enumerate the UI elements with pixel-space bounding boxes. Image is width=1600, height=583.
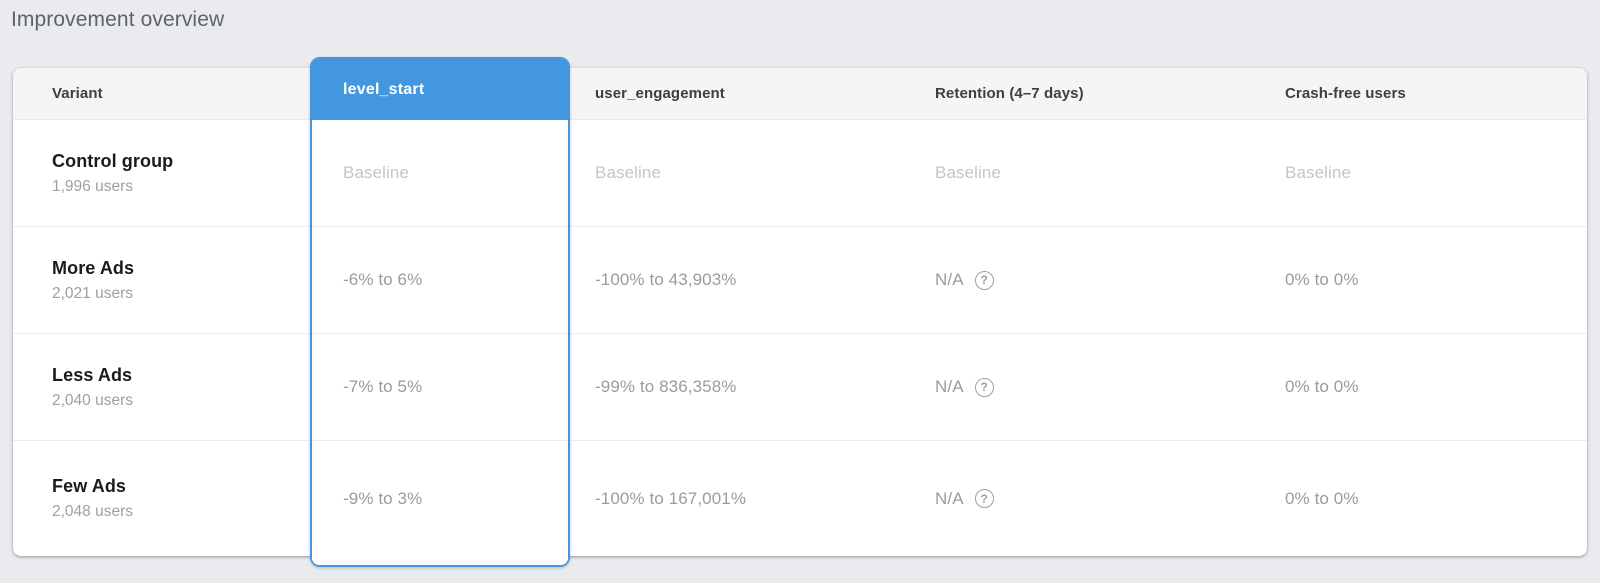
variant-cell: Few Ads 2,048 users	[13, 476, 310, 521]
tab-level-start[interactable]: level_start	[312, 59, 568, 120]
variant-user-count: 2,021 users	[52, 284, 133, 302]
variant-cell: Less Ads 2,040 users	[13, 365, 310, 410]
variant-name: Less Ads	[52, 364, 133, 385]
retention-value: N/A	[935, 377, 964, 396]
variant-user-count: 2,048 users	[52, 503, 133, 520]
table-row-less-ads: Less Ads 2,040 users -7% to 5% -99% to 8…	[13, 334, 1587, 441]
variant-cell: More Ads 2,021 users	[13, 258, 310, 303]
level-start-cell: -7% to 5%	[343, 377, 423, 396]
column-header-variant: Variant	[52, 85, 103, 102]
variant-name: More Ads	[52, 257, 135, 278]
column-header-user-engagement[interactable]: user_engagement	[595, 85, 725, 102]
crash-free-cell: Baseline	[1285, 163, 1352, 182]
table-row-more-ads: More Ads 2,021 users -6% to 6% -100% to …	[13, 227, 1587, 334]
column-header-retention[interactable]: Retention (4–7 days)	[935, 85, 1084, 102]
variant-name: Few Ads	[52, 476, 127, 496]
user-engagement-cell: -100% to 167,001%	[595, 488, 747, 508]
retention-cell: N/A ?	[910, 270, 1260, 290]
table-row-control-group: Control group 1,996 users Baseline Basel…	[13, 120, 1587, 227]
column-header-crash-free[interactable]: Crash-free users	[1285, 85, 1406, 102]
retention-cell: N/A ?	[910, 489, 1260, 509]
crash-free-cell: 0% to 0%	[1285, 270, 1359, 289]
help-icon[interactable]: ?	[974, 377, 994, 397]
crash-free-cell: 0% to 0%	[1285, 488, 1359, 508]
page-title: Improvement overview	[11, 8, 225, 31]
retention-cell: Baseline	[935, 163, 1002, 182]
variant-user-count: 1,996 users	[52, 177, 133, 195]
help-icon[interactable]: ?	[974, 489, 994, 508]
improvement-overview-table: Variant user_engagement Retention (4–7 d…	[13, 68, 1587, 556]
variant-cell: Control group 1,996 users	[13, 151, 310, 196]
crash-free-cell: 0% to 0%	[1285, 377, 1359, 396]
variant-name: Control group	[52, 150, 174, 171]
retention-value: N/A	[935, 270, 964, 289]
selected-metric-label: level_start	[343, 80, 425, 98]
retention-value: N/A	[935, 488, 964, 508]
table-header-row: Variant user_engagement Retention (4–7 d…	[13, 68, 1587, 120]
help-icon[interactable]: ?	[974, 270, 994, 290]
user-engagement-cell: -100% to 43,903%	[595, 270, 737, 289]
table-row-few-ads: Few Ads 2,048 users -9% to 3% -100% to 1…	[13, 441, 1587, 556]
level-start-cell: -6% to 6%	[343, 270, 423, 289]
retention-cell: N/A ?	[910, 377, 1260, 397]
user-engagement-cell: Baseline	[595, 163, 662, 182]
level-start-cell: Baseline	[343, 163, 410, 182]
level-start-cell: -9% to 3%	[343, 488, 423, 508]
user-engagement-cell: -99% to 836,358%	[595, 377, 737, 396]
variant-user-count: 2,040 users	[52, 391, 133, 409]
